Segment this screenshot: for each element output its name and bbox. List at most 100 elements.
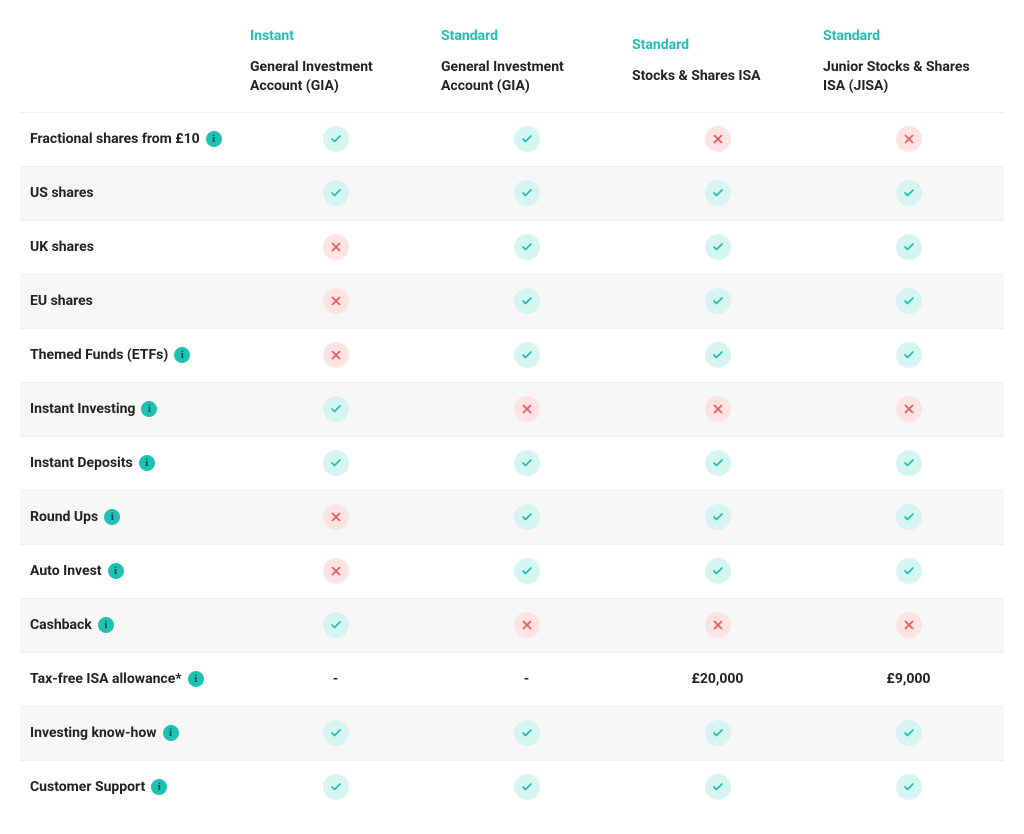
info-icon[interactable]: i — [141, 401, 157, 417]
row-label: EU shares — [30, 293, 93, 309]
check-icon — [705, 288, 731, 314]
row-label-cell: Auto Investi — [20, 551, 240, 591]
value-text: - — [524, 671, 530, 687]
row-label: Round Ups — [30, 509, 98, 525]
value-cell — [622, 504, 813, 530]
check-icon — [896, 558, 922, 584]
check-icon — [896, 342, 922, 368]
info-icon[interactable]: i — [139, 455, 155, 471]
value-cell — [813, 342, 1004, 368]
info-icon[interactable]: i — [188, 671, 204, 687]
row-label: Instant Investing — [30, 401, 135, 417]
row-label: US shares — [30, 185, 94, 201]
row-label: Investing know-how — [30, 725, 157, 741]
value-cell — [240, 180, 431, 206]
value-cell — [622, 288, 813, 314]
value-cell — [240, 234, 431, 260]
value-cell — [431, 558, 622, 584]
value-cell — [240, 774, 431, 800]
table-row: UK shares — [20, 220, 1004, 274]
comparison-table: Instant General Investment Account (GIA)… — [20, 20, 1004, 814]
cross-icon — [896, 126, 922, 152]
value-cell — [622, 612, 813, 638]
value-text: £9,000 — [887, 671, 931, 687]
value-cell — [240, 396, 431, 422]
check-icon — [896, 450, 922, 476]
column-header: Standard General Investment Account (GIA… — [431, 28, 622, 96]
check-icon — [514, 720, 540, 746]
row-label: Fractional shares from £10 — [30, 131, 200, 147]
check-icon — [896, 504, 922, 530]
info-icon[interactable]: i — [206, 131, 222, 147]
value-cell — [431, 504, 622, 530]
check-icon — [323, 774, 349, 800]
check-icon — [323, 612, 349, 638]
cross-icon — [323, 342, 349, 368]
column-subtitle: General Investment Account (GIA) — [250, 58, 421, 96]
value-cell — [622, 774, 813, 800]
value-cell: - — [240, 671, 431, 687]
value-cell — [431, 180, 622, 206]
column-header: Instant General Investment Account (GIA) — [240, 28, 431, 96]
row-label-cell: US shares — [20, 173, 240, 213]
value-cell — [813, 720, 1004, 746]
value-cell — [622, 720, 813, 746]
cross-icon — [705, 396, 731, 422]
row-label-cell: UK shares — [20, 227, 240, 267]
value-cell — [431, 720, 622, 746]
check-icon — [323, 180, 349, 206]
value-cell — [240, 342, 431, 368]
column-subtitle: General Investment Account (GIA) — [441, 58, 612, 96]
table-row: Investing know-how i — [20, 706, 1004, 760]
cross-icon — [705, 612, 731, 638]
cross-icon — [514, 396, 540, 422]
table-row: Auto Investi — [20, 544, 1004, 598]
check-icon — [705, 558, 731, 584]
row-label-cell: Round Ups i — [20, 497, 240, 537]
value-cell — [813, 396, 1004, 422]
value-cell — [622, 234, 813, 260]
value-text: £20,000 — [692, 671, 744, 687]
row-label-cell: Instant Investing i — [20, 389, 240, 429]
value-cell — [813, 126, 1004, 152]
value-cell — [813, 180, 1004, 206]
value-cell — [431, 396, 622, 422]
cross-icon — [323, 558, 349, 584]
column-tier: Standard — [441, 28, 612, 44]
info-icon[interactable]: i — [98, 617, 114, 633]
check-icon — [514, 126, 540, 152]
check-icon — [514, 450, 540, 476]
value-cell — [622, 126, 813, 152]
table-header-row: Instant General Investment Account (GIA)… — [20, 20, 1004, 112]
column-tier: Standard — [823, 28, 994, 44]
value-cell — [622, 450, 813, 476]
check-icon — [896, 180, 922, 206]
check-icon — [323, 396, 349, 422]
value-cell — [431, 450, 622, 476]
check-icon — [323, 720, 349, 746]
value-cell — [813, 612, 1004, 638]
info-icon[interactable]: i — [108, 563, 124, 579]
table-row: Round Ups i — [20, 490, 1004, 544]
value-text: - — [333, 671, 339, 687]
table-row: Cashbacki — [20, 598, 1004, 652]
check-icon — [896, 234, 922, 260]
cross-icon — [323, 504, 349, 530]
info-icon[interactable]: i — [104, 509, 120, 525]
check-icon — [896, 288, 922, 314]
row-label: Customer Support — [30, 779, 145, 795]
value-cell — [622, 180, 813, 206]
table-body: Fractional shares from £10 i US shares UK s… — [20, 112, 1004, 814]
table-row: Tax-free ISA allowance*i - - £20,000 £9,000 — [20, 652, 1004, 706]
row-label-cell: Tax-free ISA allowance*i — [20, 659, 240, 699]
value-cell — [240, 126, 431, 152]
row-label-cell: Instant Depositsi — [20, 443, 240, 483]
info-icon[interactable]: i — [174, 347, 190, 363]
value-cell — [431, 342, 622, 368]
cross-icon — [323, 234, 349, 260]
check-icon — [705, 450, 731, 476]
value-cell — [813, 774, 1004, 800]
info-icon[interactable]: i — [151, 779, 167, 795]
info-icon[interactable]: i — [163, 725, 179, 741]
value-cell — [622, 558, 813, 584]
